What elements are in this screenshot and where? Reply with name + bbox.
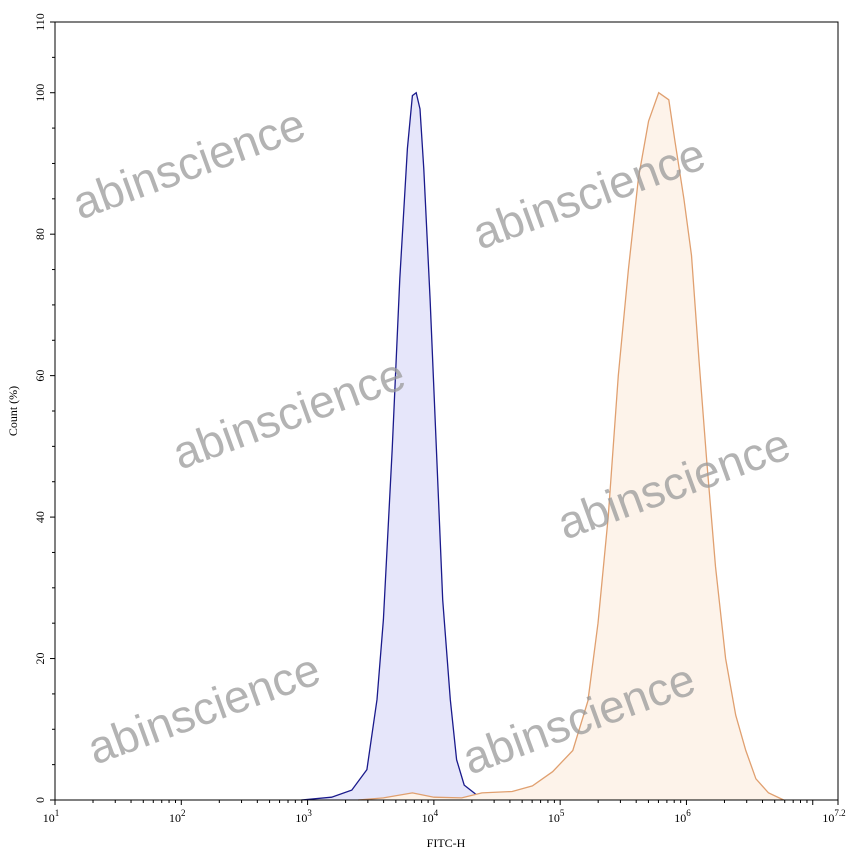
x-tick-label: 106	[674, 808, 691, 825]
x-tick-label: 101	[43, 808, 60, 825]
x-tick-label: 104	[422, 808, 439, 825]
series-1-area	[358, 92, 784, 800]
y-axis-label: Count (%)	[6, 386, 20, 436]
x-tick-label: 103	[295, 808, 312, 825]
x-tick-label: 107.2	[822, 808, 845, 825]
y-tick-label: 110	[33, 13, 47, 31]
y-tick-label: 20	[33, 653, 47, 665]
y-tick-label: 0	[33, 797, 47, 803]
watermark-0: abinscience	[66, 97, 312, 229]
series-0-line	[301, 91, 533, 801]
y-tick-label: 100	[33, 84, 47, 102]
y-tick-label: 40	[33, 511, 47, 523]
y-tick-label: 60	[33, 370, 47, 382]
x-tick-label: 102	[169, 808, 186, 825]
x-tick-label: 105	[548, 808, 565, 825]
watermark-2: abinscience	[166, 347, 412, 479]
series-1-line	[358, 91, 784, 801]
y-tick-label: 80	[33, 228, 47, 240]
x-axis-label: FITC-H	[427, 836, 466, 850]
watermark-4: abinscience	[81, 642, 327, 774]
series-0-area	[301, 92, 533, 800]
